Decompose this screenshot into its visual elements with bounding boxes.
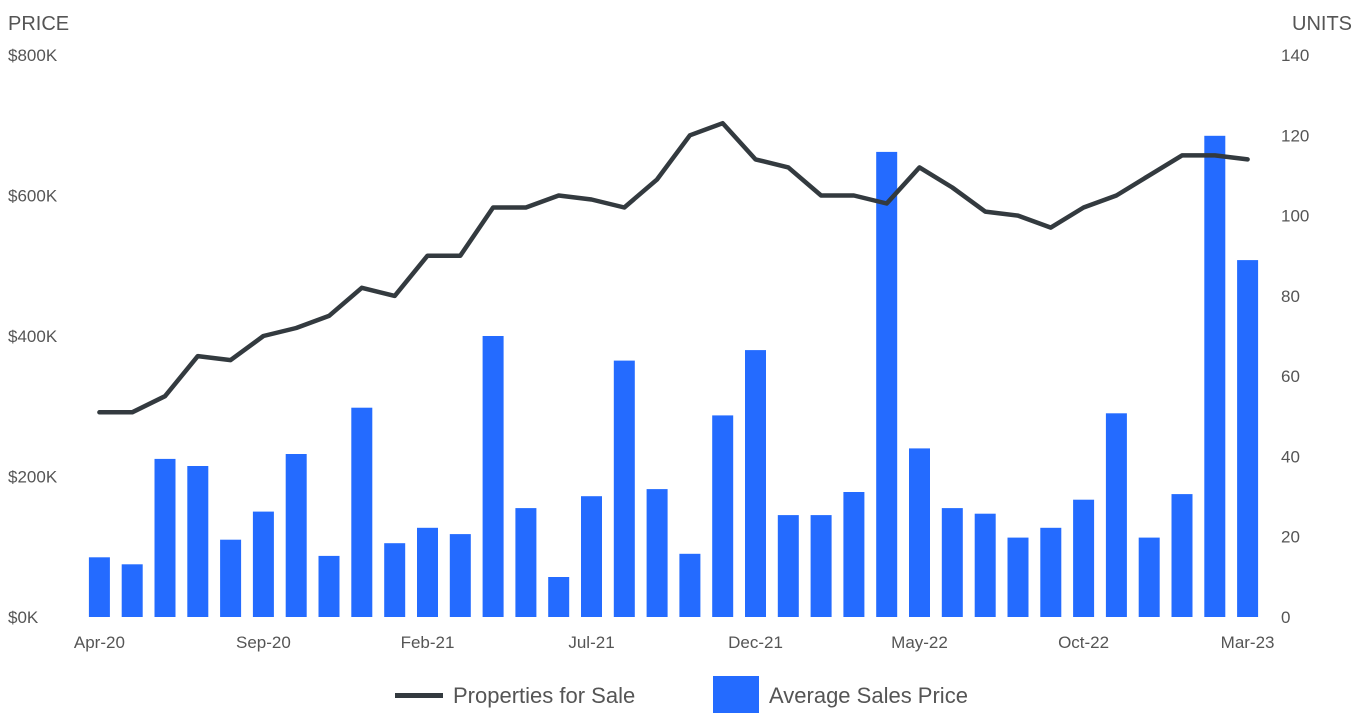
bar: [384, 543, 406, 617]
bar: [1204, 135, 1226, 618]
bar-series: [88, 135, 1259, 618]
x-tick-label: Sep-20: [236, 633, 291, 652]
bar: [1073, 499, 1095, 617]
bar: [1237, 260, 1259, 617]
right-tick-label: 140: [1281, 46, 1309, 65]
bar: [810, 515, 832, 617]
bar: [121, 564, 143, 617]
left-axis-title: PRICE: [8, 13, 69, 35]
bar: [777, 515, 799, 617]
x-tick-label: Dec-21: [728, 633, 783, 652]
bar: [581, 496, 602, 617]
x-tick-label: Apr-20: [74, 633, 125, 652]
bar: [876, 151, 898, 617]
line-series: [97, 120, 1250, 415]
bar: [1105, 413, 1127, 617]
bar: [941, 508, 963, 617]
right-tick-label: 60: [1281, 367, 1300, 386]
legend-label-price: Average Sales Price: [769, 683, 968, 708]
right-tick-label: 100: [1281, 207, 1309, 226]
x-axis-ticks: Apr-20 Sep-20 Feb-21 Jul-21 Dec-21 May-22 Oct-…: [74, 633, 1275, 652]
left-tick-label: $0K: [8, 608, 39, 627]
legend: Properties for Sale Average Sales Price: [395, 676, 968, 713]
x-tick-label: May-22: [891, 633, 948, 652]
bar: [646, 489, 668, 617]
left-axis-ticks: $0K $200K $400K $600K $800K: [8, 46, 58, 627]
bar: [745, 350, 766, 617]
properties-line: [97, 120, 1250, 415]
bar: [220, 539, 242, 617]
bar: [909, 448, 930, 617]
bar: [843, 492, 865, 617]
bar: [351, 407, 373, 617]
bar: [187, 466, 209, 617]
bar: [712, 415, 734, 617]
left-tick-label: $800K: [8, 46, 58, 65]
legend-label-properties: Properties for Sale: [453, 683, 635, 708]
bar: [88, 557, 110, 617]
left-tick-label: $600K: [8, 187, 58, 206]
bar: [1171, 494, 1193, 617]
bar: [679, 553, 701, 617]
bar: [449, 534, 471, 617]
right-axis-ticks: 0 20 40 60 80 100 120 140: [1281, 46, 1309, 627]
right-tick-label: 20: [1281, 528, 1300, 547]
x-tick-label: Oct-22: [1058, 633, 1109, 652]
bar: [613, 360, 635, 617]
left-tick-label: $400K: [8, 327, 58, 346]
left-tick-label: $200K: [8, 468, 58, 487]
right-axis-title: UNITS: [1292, 13, 1352, 35]
bar: [1007, 537, 1029, 617]
right-tick-label: 120: [1281, 126, 1309, 145]
bar: [252, 511, 274, 617]
right-tick-label: 40: [1281, 447, 1300, 466]
bar: [1138, 537, 1160, 617]
bar: [154, 458, 176, 617]
bar: [417, 527, 438, 617]
bar: [548, 577, 570, 617]
bar: [285, 454, 307, 617]
right-tick-label: 0: [1281, 608, 1290, 627]
x-tick-label: Feb-21: [401, 633, 455, 652]
bar: [1040, 527, 1062, 617]
bar: [515, 508, 537, 617]
legend-line-swatch: [395, 693, 443, 698]
bar: [974, 513, 996, 617]
x-tick-label: Mar-23: [1221, 633, 1275, 652]
bar: [482, 336, 504, 617]
legend-bar-swatch: [713, 676, 759, 713]
bar: [318, 555, 340, 617]
right-tick-label: 80: [1281, 287, 1300, 306]
x-tick-label: Jul-21: [568, 633, 614, 652]
